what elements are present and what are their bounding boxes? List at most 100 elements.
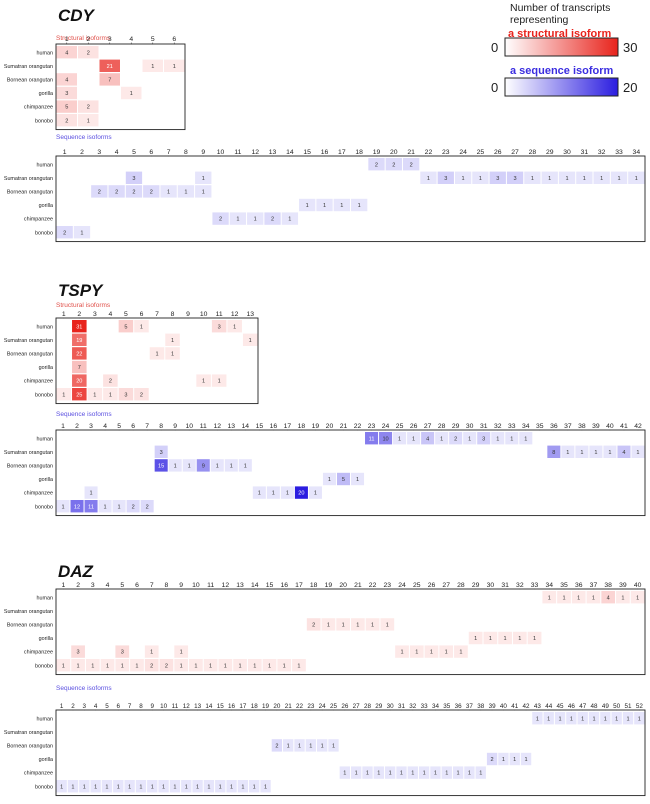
column-tick-label: 6 (140, 311, 144, 318)
column-tick-label: 9 (151, 703, 155, 710)
cell-value-label: 2 (392, 162, 395, 168)
cell-value-label: 1 (230, 464, 233, 470)
column-tick-label: 34 (633, 149, 641, 156)
heat-cell (118, 320, 134, 333)
column-tick-label: 23 (384, 582, 392, 589)
column-tick-label: 28 (364, 703, 372, 710)
legend-title-line-2: representing (510, 14, 569, 26)
column-tick-label: 38 (578, 423, 586, 430)
column-tick-label: 22 (425, 149, 433, 156)
cell-value-label: 1 (241, 784, 244, 790)
cell-value-label: 1 (489, 636, 492, 642)
legend-title-line-1: Number of transcripts (510, 2, 610, 14)
cell-value-label: 5 (65, 105, 68, 111)
column-tick-label: 19 (325, 582, 333, 589)
heat-cell (424, 645, 439, 658)
column-tick-label: 16 (280, 582, 288, 589)
species-row-label: Bornean orangutan (7, 744, 53, 750)
heat-cell (475, 766, 486, 779)
cell-value-label: 1 (184, 190, 187, 196)
column-tick-label: 1 (63, 149, 67, 156)
heat-cell (454, 171, 472, 184)
column-tick-label: 12 (183, 703, 191, 710)
cell-value-label: 1 (513, 757, 516, 763)
column-tick-label: 1 (61, 423, 65, 430)
cell-value-label: 2 (87, 105, 90, 111)
cell-value-label: 1 (202, 176, 205, 182)
cell-value-label: 19 (76, 338, 82, 344)
heat-cell (486, 752, 498, 766)
heat-cell (90, 780, 101, 793)
cell-value-label: 2 (146, 504, 149, 510)
cell-value-label: 1 (140, 324, 143, 330)
heat-cell (249, 780, 260, 793)
column-tick-label: 24 (398, 582, 406, 589)
column-tick-label: 14 (242, 423, 250, 430)
heat-cell (336, 618, 350, 631)
species-row-label: Sumatran orangutan (4, 176, 53, 182)
heat-cell (168, 459, 182, 472)
cell-value-label: 1 (130, 91, 133, 97)
gene-title: CDY (58, 6, 96, 25)
column-tick-label: 16 (270, 423, 278, 430)
column-tick-label: 10 (192, 582, 200, 589)
heat-cell (305, 739, 317, 752)
column-tick-label: 9 (173, 423, 177, 430)
column-tick-label: 32 (598, 149, 606, 156)
heat-cell (542, 591, 557, 604)
cell-value-label: 1 (608, 450, 611, 456)
column-tick-label: 23 (307, 703, 315, 710)
column-tick-label: 18 (355, 149, 363, 156)
heat-cell (203, 659, 218, 672)
heat-cell (527, 631, 542, 645)
cell-value-label: 1 (109, 392, 112, 398)
cell-value-label: 1 (83, 784, 86, 790)
heat-cell (498, 631, 512, 645)
column-tick-label: 1 (61, 582, 65, 589)
column-tick-label: 8 (159, 423, 163, 430)
heat-cell (211, 320, 227, 333)
column-tick-label: 26 (410, 423, 418, 430)
heat-cell (229, 212, 247, 225)
species-row-label: gorilla (39, 365, 53, 371)
heat-cell (468, 631, 483, 645)
heat-cell (439, 645, 454, 658)
species-row-label: gorilla (39, 757, 53, 763)
heat-cell (56, 780, 67, 793)
column-tick-label: 28 (438, 423, 446, 430)
heat-cell (78, 46, 99, 59)
cell-value-label: 3 (496, 176, 499, 182)
cell-value-label: 1 (174, 464, 177, 470)
column-tick-label: 5 (105, 703, 109, 710)
cell-value-label: 3 (124, 392, 127, 398)
panel-title: Sequence isoforms (56, 685, 112, 692)
heat-cell (630, 591, 645, 604)
column-tick-label: 31 (501, 582, 509, 589)
cell-value-label: 1 (558, 716, 561, 722)
cell-value-label: 1 (412, 436, 415, 442)
heat-cell (292, 659, 306, 672)
heat-cell (541, 171, 558, 184)
cell-value-label: 1 (502, 757, 505, 763)
heat-cell (512, 631, 527, 645)
column-tick-label: 14 (205, 703, 213, 710)
column-tick-label: 31 (398, 703, 406, 710)
species-row-label: Bornean orangutan (7, 623, 53, 629)
cell-value-label: 1 (386, 623, 389, 629)
cell-value-label: 1 (531, 176, 534, 182)
column-tick-label: 19 (262, 703, 270, 710)
column-tick-label: 39 (489, 703, 497, 710)
heat-cell (351, 766, 362, 779)
cell-value-label: 1 (272, 491, 275, 497)
legend-structural-min: 0 (491, 40, 498, 55)
cell-value-label: 2 (410, 162, 413, 168)
heat-cell (73, 226, 91, 239)
heat-cell (520, 752, 532, 766)
heat-cell (134, 388, 149, 401)
column-tick-label: 25 (413, 582, 421, 589)
column-tick-label: 15 (303, 149, 311, 156)
cell-value-label: 3 (482, 436, 485, 442)
heat-cell (115, 645, 130, 658)
heat-cell (435, 432, 449, 445)
column-tick-label: 36 (550, 423, 558, 430)
